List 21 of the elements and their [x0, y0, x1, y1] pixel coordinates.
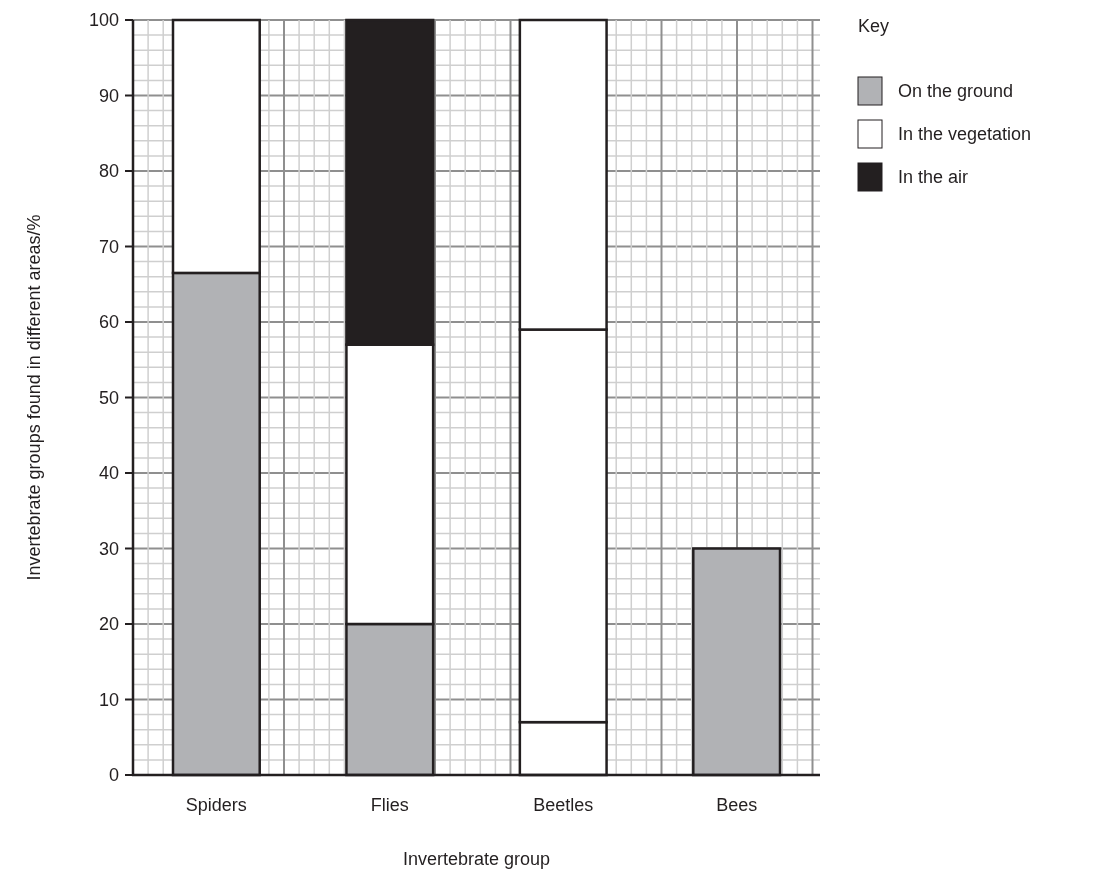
y-tick-label: 10 — [98, 689, 119, 710]
legend-label: In the vegetation — [898, 124, 1032, 144]
x-tick-label: Spiders — [185, 795, 247, 815]
y-tick-label: 50 — [98, 387, 119, 408]
x-tick-label: Flies — [370, 795, 409, 815]
y-tick-label: 100 — [88, 10, 119, 31]
y-axis-title: Invertebrate groups found in different areas/% — [24, 214, 44, 581]
y-tick-label: 20 — [98, 614, 119, 635]
y-tick-label: 60 — [98, 312, 119, 333]
x-axis-title: Invertebrate group — [402, 849, 551, 869]
y-tick-label: 40 — [98, 463, 119, 484]
x-tick-label: Beetles — [533, 795, 594, 815]
y-tick-label: 90 — [98, 85, 119, 106]
legend-title: Key — [858, 16, 890, 36]
y-tick-label: 30 — [98, 538, 119, 559]
x-tick-label: Bees — [716, 795, 758, 815]
y-tick-label: 70 — [98, 236, 119, 257]
legend-label: On the ground — [898, 81, 1014, 101]
y-tick-label: 80 — [98, 161, 119, 182]
y-tick-label: 0 — [108, 765, 119, 786]
legend-label: In the air — [898, 167, 969, 187]
